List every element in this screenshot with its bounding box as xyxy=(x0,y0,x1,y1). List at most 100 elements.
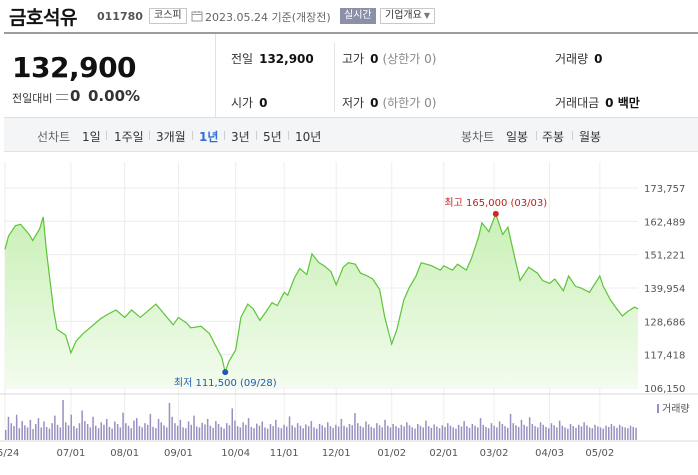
volume-bar xyxy=(586,425,588,440)
volume-bar xyxy=(624,427,626,440)
volume-bar xyxy=(116,424,119,440)
volume-bar xyxy=(157,418,160,440)
high-value: 0 xyxy=(370,52,379,66)
volume-bar xyxy=(447,423,449,440)
volume-bar xyxy=(228,425,231,440)
volume-bar xyxy=(487,428,490,440)
volume-bar xyxy=(567,428,569,440)
volume-bar xyxy=(264,427,266,440)
volume-bar xyxy=(125,423,127,440)
trade-amount-label: 거래대금 xyxy=(555,96,600,110)
flat-icon xyxy=(56,94,68,100)
prev-close-label: 전일 xyxy=(231,52,254,66)
period-1y[interactable]: 1년 xyxy=(199,130,219,144)
volume-bar xyxy=(419,425,422,440)
price-chart[interactable]: 173,757 162,489 151,221 139,954 128,686 117,4… xyxy=(0,152,698,475)
volume-bar xyxy=(471,424,474,440)
volume-bar xyxy=(217,424,220,440)
realtime-button[interactable]: 실시간 xyxy=(340,8,376,24)
period-weekly[interactable]: 주봉 xyxy=(542,130,565,144)
volume-bar xyxy=(490,423,493,440)
volume-bar xyxy=(35,424,37,440)
volume-bar xyxy=(583,422,585,440)
period-1d[interactable]: 1일 xyxy=(82,130,101,144)
volume-bar xyxy=(313,427,315,440)
volume-bar xyxy=(324,427,326,440)
volume-bar xyxy=(343,425,345,440)
y-tick-label: 173,757 xyxy=(644,184,685,195)
volume-bar xyxy=(545,426,547,440)
volume-bar xyxy=(209,425,212,440)
volume-bar xyxy=(269,424,272,440)
volume-bar xyxy=(127,425,130,440)
period-3y[interactable]: 3년 xyxy=(231,130,250,144)
y-tick-label: 106,150 xyxy=(644,384,685,395)
stock-name: 금호석유 xyxy=(9,7,77,29)
period-5y[interactable]: 5년 xyxy=(263,130,282,144)
volume-bar xyxy=(146,424,149,440)
volume-bar xyxy=(397,427,400,440)
volume-bar xyxy=(528,417,531,440)
period-monthly[interactable]: 월봉 xyxy=(579,130,602,144)
volume-bar xyxy=(392,424,394,440)
high-price: 고가 0 (상한가 0) xyxy=(342,50,436,67)
volume-label: 거래량 xyxy=(555,52,589,66)
trade-amount: 거래대금 0 백만 xyxy=(555,94,640,111)
period-3m[interactable]: 3개월 xyxy=(156,130,186,144)
corp-overview-button[interactable]: 기업개요 ▼ xyxy=(380,8,435,24)
volume-bar xyxy=(507,427,509,440)
volume-bar xyxy=(523,424,525,440)
volume-bar xyxy=(618,424,621,440)
volume-bar xyxy=(13,426,15,440)
volume-bar xyxy=(141,427,143,440)
volume-bar xyxy=(18,428,21,440)
volume-bar xyxy=(286,426,288,440)
volume-bar xyxy=(231,408,233,440)
volume-bar xyxy=(95,425,97,440)
volume-bar xyxy=(321,425,323,440)
volume-bar xyxy=(168,402,171,440)
candle-chart-label: 봉차트 xyxy=(461,130,495,144)
period-1w[interactable]: 1주일 xyxy=(114,130,144,144)
divider xyxy=(572,131,573,140)
volume-bar xyxy=(351,425,353,440)
volume-bar xyxy=(580,426,583,440)
corp-overview-label: 기업개요 xyxy=(385,10,422,21)
period-daily[interactable]: 일봉 xyxy=(506,130,529,144)
x-tick-label: 05/24 xyxy=(0,448,19,459)
volume-legend-icon xyxy=(657,404,659,413)
volume-bar xyxy=(136,418,138,440)
volume-bar xyxy=(111,428,113,440)
y-tick-label: 151,221 xyxy=(644,251,685,262)
period-nav: 선차트 1일 1주일 3개월 1년 3년 5년 10년 봉차트 일봉 주봉 월봉 xyxy=(4,118,698,152)
volume-bar xyxy=(37,418,40,440)
volume-bar xyxy=(605,425,607,440)
volume-bar xyxy=(466,426,468,440)
lower-limit: (하한가 0) xyxy=(382,96,437,110)
prev-close-value: 132,900 xyxy=(259,52,314,66)
volume-bar xyxy=(15,414,18,440)
volume-bar xyxy=(280,428,283,440)
volume-bar xyxy=(65,422,67,440)
line-chart-label: 선차트 xyxy=(37,130,71,144)
volume-bar xyxy=(444,426,446,440)
volume-bar xyxy=(212,427,214,440)
volume-bar xyxy=(327,422,329,440)
volume-bar xyxy=(307,426,310,440)
volume-bar xyxy=(51,423,53,440)
volume-bar xyxy=(138,426,141,440)
volume-bar xyxy=(43,421,45,440)
volume-bar xyxy=(438,428,441,440)
volume-bar xyxy=(515,425,517,440)
x-tick-label: 03/02 xyxy=(480,448,509,459)
volume-bar xyxy=(436,426,438,440)
volume-bar xyxy=(242,422,244,440)
change-rate: 0.00% xyxy=(88,87,141,105)
period-10y[interactable]: 10년 xyxy=(295,130,322,144)
volume-bar xyxy=(610,424,613,440)
volume-bar xyxy=(155,428,157,440)
volume-bar xyxy=(7,416,10,440)
volume-bar xyxy=(474,425,476,440)
volume-bar xyxy=(302,428,304,440)
x-tick-label: 08/01 xyxy=(110,448,139,459)
